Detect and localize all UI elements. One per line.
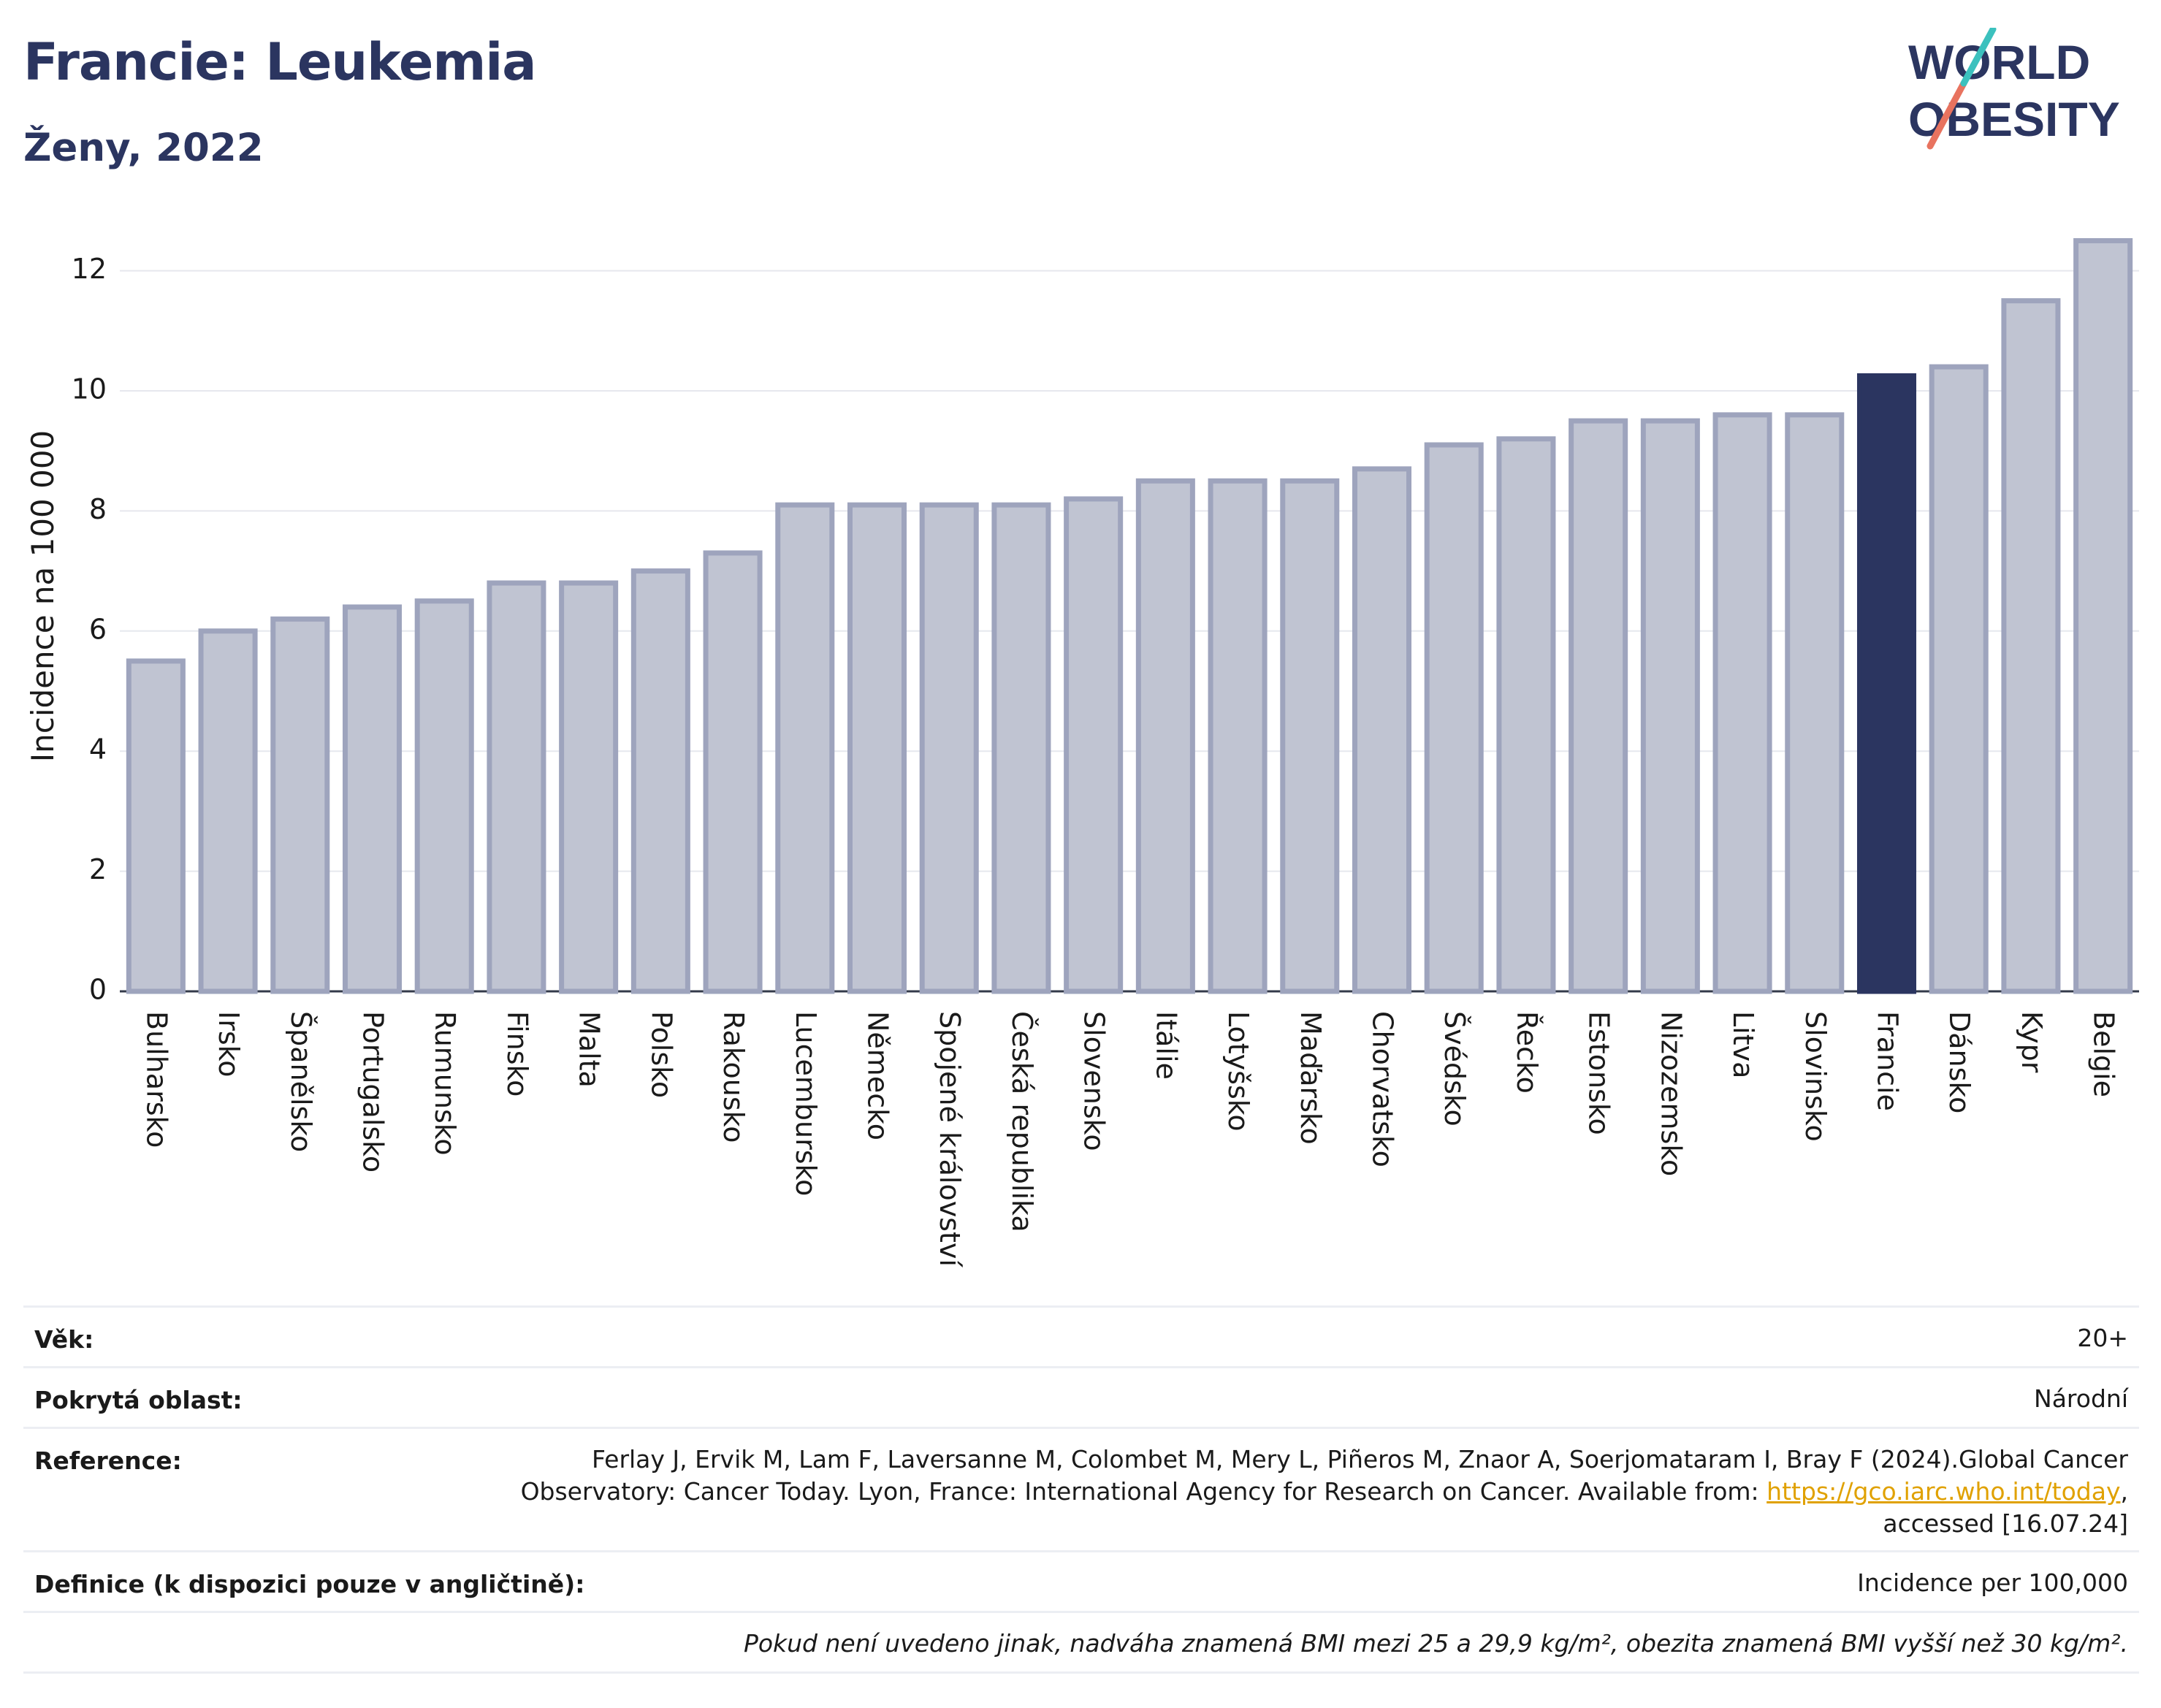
x-tick-label: Polsko xyxy=(645,1011,677,1098)
bar-Belgie xyxy=(2073,238,2133,994)
info-row-area: Pokrytá oblast: Národní xyxy=(23,1366,2139,1427)
bar-Rakousko xyxy=(703,550,763,994)
bar-Francie xyxy=(1856,373,1917,994)
reference-line-2-text: Observatory: Cancer Today. Lyon, France:… xyxy=(520,1477,1767,1506)
bar-Litva xyxy=(1712,412,1772,994)
x-tick-label: Litva xyxy=(1727,1011,1759,1078)
y-ticks: 0 2 4 6 8 10 12 xyxy=(72,253,107,1005)
x-ticks: Bulharsko Irsko Španělsko Portugalsko Rumuns… xyxy=(140,1011,2119,1267)
x-tick-label: Francie xyxy=(1872,1011,1904,1111)
y-axis-label: Incidence na 100 000 xyxy=(25,430,61,763)
area-label: Pokrytá oblast: xyxy=(34,1386,243,1414)
x-tick-label: Chorvatsko xyxy=(1367,1011,1399,1167)
bar-Lotyšsko xyxy=(1208,478,1268,994)
reference-line-1: Ferlay J, Ervik M, Lam F, Laversanne M, … xyxy=(591,1445,2128,1473)
age-value: 20+ xyxy=(2077,1324,2128,1352)
bar-Slovensko xyxy=(1064,496,1124,994)
x-tick-label: Spojené království xyxy=(934,1011,966,1267)
x-tick-label: Itálie xyxy=(1150,1011,1182,1080)
x-tick-label: Rumunsko xyxy=(429,1011,461,1156)
x-tick-label: Řecko xyxy=(1511,1011,1543,1094)
x-tick-label: Belgie xyxy=(2088,1011,2120,1097)
x-tick-label: Švédsko xyxy=(1438,1011,1471,1126)
bar-Maďarsko xyxy=(1280,478,1340,994)
bar-Kypr xyxy=(2001,298,2061,994)
bar-Nizozemsko xyxy=(1640,418,1700,994)
bmi-note: Pokud není uvedeno jinak, nadváha znamen… xyxy=(743,1629,2128,1658)
y-tick-label: 0 xyxy=(89,974,107,1006)
page-title: Francie: Leukemia xyxy=(23,32,536,92)
y-tick-label: 8 xyxy=(89,493,107,525)
x-tick-label: Nizozemsko xyxy=(1655,1011,1687,1176)
bar-chart: 0 2 4 6 8 10 12 Bulharsko Irsko Španělsko Portuga… xyxy=(25,238,2139,1267)
page-subtitle: Ženy, 2022 xyxy=(23,126,264,170)
bar-Řecko xyxy=(1496,436,1556,994)
definition-label: Definice (k dispozici pouze v angličtině… xyxy=(34,1570,585,1598)
info-row-reference: Reference: Ferlay J, Ervik M, Lam F, Lav… xyxy=(23,1427,2139,1550)
area-value: Národní xyxy=(2034,1384,2128,1413)
bar-Polsko xyxy=(630,568,690,994)
x-tick-label: Slovensko xyxy=(1078,1011,1110,1151)
reference-line-3: accessed [16.07.24] xyxy=(1883,1509,2128,1538)
bar-Itálie xyxy=(1135,478,1195,994)
x-tick-label: Slovinsko xyxy=(1799,1011,1832,1142)
reference-value: Ferlay J, Ervik M, Lam F, Laversanne M, … xyxy=(521,1444,2128,1540)
x-tick-label: Lotyšsko xyxy=(1222,1011,1254,1132)
info-row-definition: Definice (k dispozici pouze v angličtině… xyxy=(23,1550,2139,1611)
bar-Spojené království xyxy=(919,502,979,994)
reference-line-2: Observatory: Cancer Today. Lyon, France:… xyxy=(521,1476,2128,1508)
bar-Malta xyxy=(559,580,619,994)
bar-Česká republika xyxy=(991,502,1051,994)
logo-slash-red xyxy=(1926,80,1967,150)
age-label: Věk: xyxy=(34,1325,94,1354)
x-tick-label: Dánsko xyxy=(1943,1011,1975,1113)
bar-Německo xyxy=(847,502,907,994)
definition-value: Incidence per 100,000 xyxy=(1857,1568,2128,1597)
bar-Švédsko xyxy=(1424,442,1484,994)
bar-Rumunsko xyxy=(414,598,474,994)
info-row-age: Věk: 20+ xyxy=(23,1305,2139,1366)
x-tick-label: Španělsko xyxy=(285,1011,317,1152)
x-tick-label: Estonsko xyxy=(1583,1011,1615,1135)
bar-Španělsko xyxy=(270,616,330,994)
info-table: Věk: 20+ Pokrytá oblast: Národní Referen… xyxy=(23,1305,2139,1674)
reference-link[interactable]: https://gco.iarc.who.int/today xyxy=(1766,1477,2121,1506)
reference-label: Reference: xyxy=(34,1446,182,1475)
world-obesity-logo: WORLD OBESITY xyxy=(1908,28,2120,150)
y-tick-label: 6 xyxy=(89,613,107,645)
logo-slash-teal xyxy=(1960,28,1997,87)
x-tick-label: Lucembursko xyxy=(790,1011,822,1196)
y-tick-label: 2 xyxy=(89,853,107,885)
x-tick-label: Kypr xyxy=(2016,1011,2048,1073)
bar-Lucembursko xyxy=(775,502,835,994)
x-tick-label: Česká republika xyxy=(1006,1011,1038,1232)
y-tick-label: 10 xyxy=(72,373,107,405)
y-tick-label: 4 xyxy=(89,733,107,766)
logo-line-1: WORLD xyxy=(1908,35,2090,89)
x-tick-label: Maďarsko xyxy=(1295,1011,1327,1145)
bar-Bulharsko xyxy=(126,658,186,994)
bar-Slovinsko xyxy=(1785,412,1845,994)
x-tick-label: Malta xyxy=(573,1011,606,1088)
x-tick-label: Finsko xyxy=(501,1011,533,1097)
y-tick-label: 12 xyxy=(72,253,107,285)
bar-Portugalsko xyxy=(342,604,403,994)
bar-Irsko xyxy=(198,628,258,994)
x-tick-label: Německo xyxy=(862,1011,894,1140)
bars xyxy=(126,238,2133,994)
bar-Estonsko xyxy=(1569,418,1628,994)
info-row-note: Pokud není uvedeno jinak, nadváha znamen… xyxy=(23,1611,2139,1674)
x-tick-label: Portugalsko xyxy=(357,1011,389,1173)
x-tick-label: Rakousko xyxy=(717,1011,750,1143)
bar-Dánsko xyxy=(1929,364,1989,994)
x-tick-label: Bulharsko xyxy=(140,1011,172,1148)
bar-Chorvatsko xyxy=(1352,466,1412,994)
reference-line-2-end: , xyxy=(2120,1477,2129,1506)
x-tick-label: Irsko xyxy=(213,1011,245,1078)
bar-Finsko xyxy=(487,580,546,994)
